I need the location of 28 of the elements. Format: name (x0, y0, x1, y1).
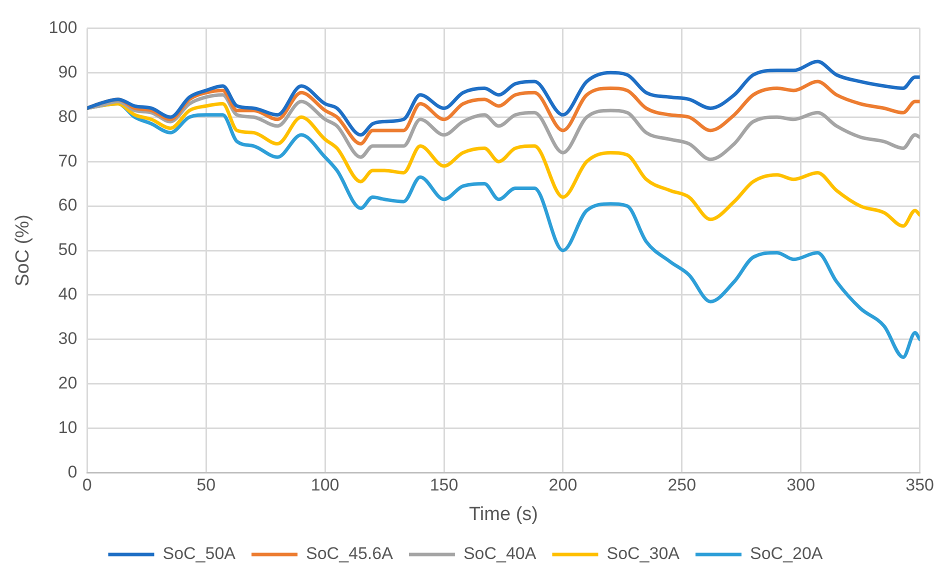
x-tick-label: 0 (82, 476, 92, 495)
y-tick-label: 80 (58, 106, 78, 126)
y-tick-label: 30 (58, 329, 78, 348)
legend-label: SoC_30A (606, 544, 680, 564)
y-axis-title: SoC (%) (12, 214, 34, 286)
y-tick-label: 100 (48, 18, 78, 37)
y-tick-label: 40 (58, 284, 78, 304)
x-tick-label: 300 (786, 476, 816, 495)
y-tick-label: 20 (58, 374, 78, 393)
y-tick-label: 50 (58, 240, 78, 260)
x-tick-label: 100 (310, 476, 340, 495)
x-tick-label: 50 (196, 476, 216, 495)
y-tick-label: 70 (58, 151, 78, 170)
y-tick-label: 60 (58, 196, 78, 215)
legend-label: SoC_20A (750, 544, 824, 564)
line-series (87, 60, 920, 137)
legend-label: SoC_50A (162, 544, 236, 564)
y-tick-label: 0 (68, 462, 78, 482)
legend-label: SoC_40A (463, 544, 537, 564)
x-tick-label: 150 (430, 476, 458, 495)
line-series (87, 93, 920, 162)
x-tick-label: 350 (906, 476, 934, 495)
y-tick-label: 10 (58, 418, 78, 438)
x-axis-title: Time (s) (469, 504, 538, 525)
legend-label: SoC_45.6A (306, 544, 394, 564)
y-tick-label: 90 (58, 62, 78, 82)
x-tick-label: 250 (668, 476, 696, 495)
x-tick-label: 200 (548, 476, 578, 495)
